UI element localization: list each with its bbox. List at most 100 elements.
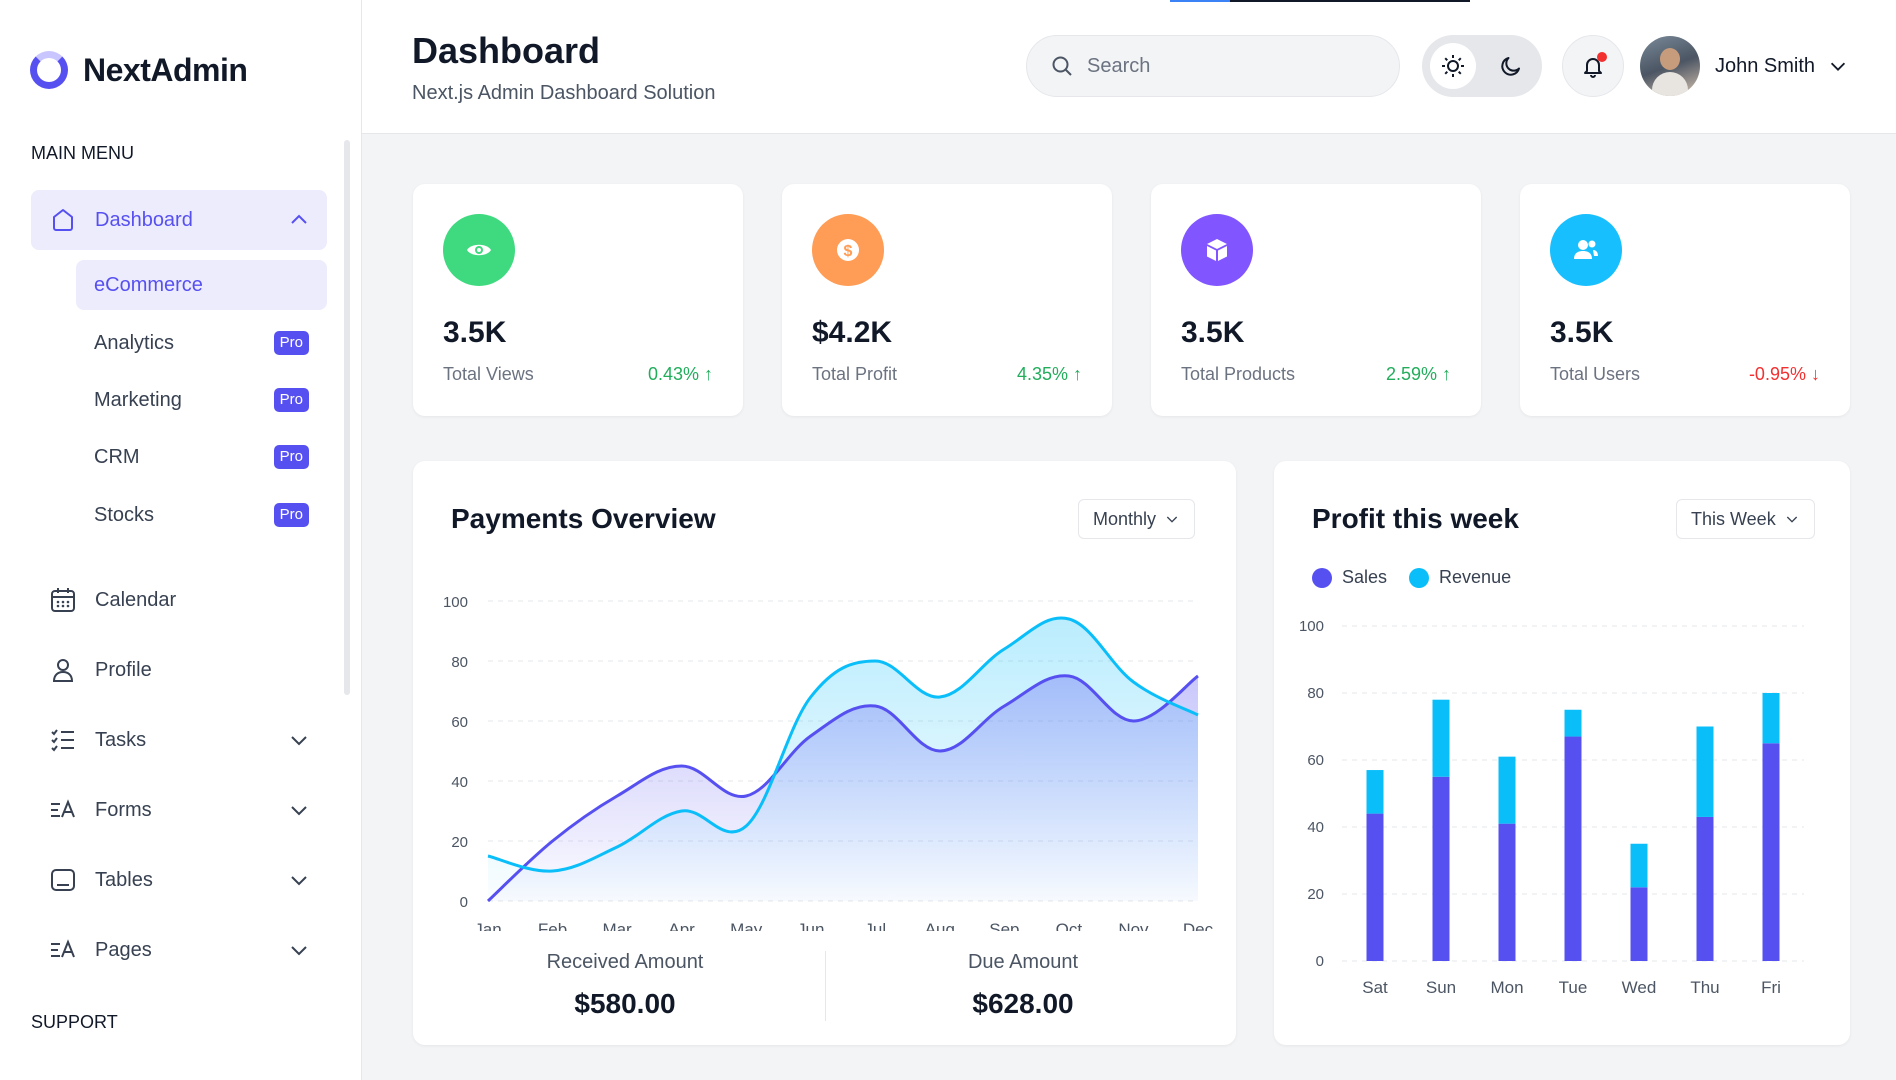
sidebar-scrollbar[interactable] bbox=[344, 140, 350, 695]
sidebar-subitem-marketing[interactable]: Marketing Pro bbox=[76, 375, 327, 425]
x-tick-label: Sun bbox=[1426, 978, 1456, 997]
light-mode-button[interactable] bbox=[1430, 43, 1476, 89]
y-tick-label: 80 bbox=[1307, 685, 1324, 702]
x-tick-label: Thu bbox=[1690, 978, 1719, 997]
sidebar-item-profile[interactable]: Profile bbox=[31, 640, 327, 700]
x-tick-label: Tue bbox=[1559, 978, 1588, 997]
bar-sales-wed bbox=[1630, 887, 1648, 961]
x-tick-label: Jul bbox=[864, 920, 886, 931]
svg-text:$: $ bbox=[844, 243, 853, 260]
stat-label: Total Users bbox=[1550, 364, 1641, 384]
x-tick-label: Aug bbox=[925, 920, 955, 931]
card-title: Payments Overview bbox=[451, 503, 716, 534]
stat-change: 0.43% ↑ bbox=[647, 364, 713, 384]
stat-icon-circle bbox=[443, 214, 515, 286]
sidebar-subitem-ecommerce[interactable]: eCommerce bbox=[76, 260, 327, 310]
area-received-amount bbox=[488, 675, 1198, 901]
bell-icon bbox=[1584, 58, 1602, 78]
x-tick-label: Mar bbox=[602, 920, 632, 931]
sidebar-item-pages[interactable]: Pages bbox=[31, 920, 327, 980]
due-amount: Due Amount $628.00 bbox=[833, 951, 1213, 1020]
bar-revenue-tue bbox=[1564, 709, 1582, 737]
stat-value: 3.5K bbox=[1550, 316, 1614, 349]
sidebar-item-tasks[interactable]: Tasks bbox=[31, 710, 327, 770]
support-heading: SUPPORT bbox=[31, 1012, 118, 1032]
bar-sales-tue bbox=[1564, 736, 1582, 961]
users-icon bbox=[1574, 240, 1598, 259]
stat-card-users: 3.5K Total Users -0.95% ↓ bbox=[1520, 184, 1850, 416]
chevron-down-icon bbox=[1786, 516, 1797, 523]
page-title: Dashboard bbox=[412, 30, 601, 71]
stat-card-views: 3.5K Total Views 0.43% ↑ bbox=[413, 184, 743, 416]
chevron-down-icon bbox=[1830, 62, 1846, 71]
x-tick-label: Wed bbox=[1622, 978, 1657, 997]
y-tick-label: 20 bbox=[1307, 886, 1324, 903]
stat-change: -0.95% ↓ bbox=[1748, 364, 1820, 384]
sidebar-subitem-label: Marketing bbox=[94, 388, 182, 411]
stat-label: Total Products bbox=[1181, 364, 1296, 384]
dropdown-value: This Week bbox=[1691, 508, 1776, 529]
arrow-down-icon: ↓ bbox=[1811, 364, 1820, 384]
stat-value: 3.5K bbox=[443, 316, 507, 349]
bar-sales-fri bbox=[1762, 743, 1780, 961]
profit-week-card: Profit this week This Week Sales Revenue… bbox=[1274, 461, 1850, 1045]
bar-revenue-sat bbox=[1366, 770, 1384, 814]
moon-icon bbox=[1501, 57, 1520, 76]
sidebar-subitem-stocks[interactable]: Stocks Pro bbox=[76, 490, 327, 540]
dark-mode-button[interactable] bbox=[1488, 43, 1534, 89]
search-box[interactable] bbox=[1026, 35, 1400, 97]
sidebar-item-forms[interactable]: Forms bbox=[31, 780, 327, 840]
page-subtitle: Next.js Admin Dashboard Solution bbox=[412, 82, 716, 104]
y-tick-label: 20 bbox=[451, 834, 468, 851]
sidebar-item-dashboard[interactable]: Dashboard bbox=[31, 190, 327, 250]
bar-sales-sun bbox=[1432, 776, 1450, 961]
stat-card-products: 3.5K Total Products 2.59% ↑ bbox=[1151, 184, 1481, 416]
arrow-up-icon: ↑ bbox=[704, 364, 713, 384]
sidebar-subitem-crm[interactable]: CRM Pro bbox=[76, 432, 327, 482]
notifications-button[interactable] bbox=[1562, 35, 1624, 97]
stat-label: Total Views bbox=[443, 364, 534, 384]
search-input[interactable] bbox=[1087, 54, 1367, 78]
sidebar-item-label: Profile bbox=[95, 658, 152, 681]
chevron-down-icon bbox=[291, 946, 307, 956]
chevron-down-icon bbox=[1166, 516, 1178, 523]
home-icon bbox=[49, 206, 77, 234]
series-line-due-amount bbox=[487, 616, 1199, 873]
y-tick-label: 40 bbox=[1307, 819, 1324, 836]
sidebar-item-label: Pages bbox=[95, 938, 152, 961]
stat-value: 3.5K bbox=[1181, 316, 1245, 349]
x-tick-label: Sep bbox=[989, 920, 1019, 931]
avatar bbox=[1640, 36, 1700, 96]
arrow-up-icon: ↑ bbox=[1442, 364, 1451, 384]
bar-revenue-wed bbox=[1630, 843, 1648, 888]
brand-logo-link[interactable]: NextAdmin bbox=[30, 48, 248, 92]
sidebar-item-tables[interactable]: Tables bbox=[31, 850, 327, 910]
pages-icon bbox=[49, 936, 77, 964]
period-dropdown[interactable]: This Week bbox=[1676, 499, 1815, 539]
stat-change: 4.35% ↑ bbox=[1016, 364, 1082, 384]
period-dropdown[interactable]: Monthly bbox=[1078, 499, 1196, 539]
chevron-down-icon bbox=[291, 806, 307, 816]
x-tick-label: Dec bbox=[1183, 920, 1214, 931]
sidebar-subitem-label: CRM bbox=[94, 445, 140, 468]
bar-revenue-thu bbox=[1696, 726, 1714, 817]
user-menu[interactable]: John Smith bbox=[1640, 35, 1849, 97]
y-tick-label: 100 bbox=[1299, 618, 1324, 635]
theme-toggle[interactable] bbox=[1422, 35, 1542, 97]
y-tick-label: 40 bbox=[451, 774, 468, 791]
pro-badge: Pro bbox=[273, 331, 309, 355]
received-value: $580.00 bbox=[574, 988, 676, 1019]
task-list-icon bbox=[49, 726, 77, 754]
sidebar-item-calendar[interactable]: Calendar bbox=[31, 570, 327, 630]
loading-bar bbox=[1170, 0, 1470, 2]
y-tick-label: 60 bbox=[1307, 752, 1324, 769]
sidebar-subitem-analytics[interactable]: Analytics Pro bbox=[76, 318, 327, 368]
legend-swatch-sales bbox=[1312, 567, 1332, 588]
bar-revenue-sun bbox=[1432, 699, 1450, 777]
payments-chart: 0 20 40 60 80 100 Jan Feb Mar Apr May Jun Jul Aug Sep O… bbox=[443, 594, 1214, 931]
sidebar-item-label: Tasks bbox=[95, 728, 147, 751]
chart-legend: Sales Revenue bbox=[1312, 567, 1511, 588]
sun-icon bbox=[1442, 55, 1464, 77]
legend-label-revenue: Revenue bbox=[1439, 567, 1512, 587]
x-tick-label: Feb bbox=[538, 920, 567, 931]
